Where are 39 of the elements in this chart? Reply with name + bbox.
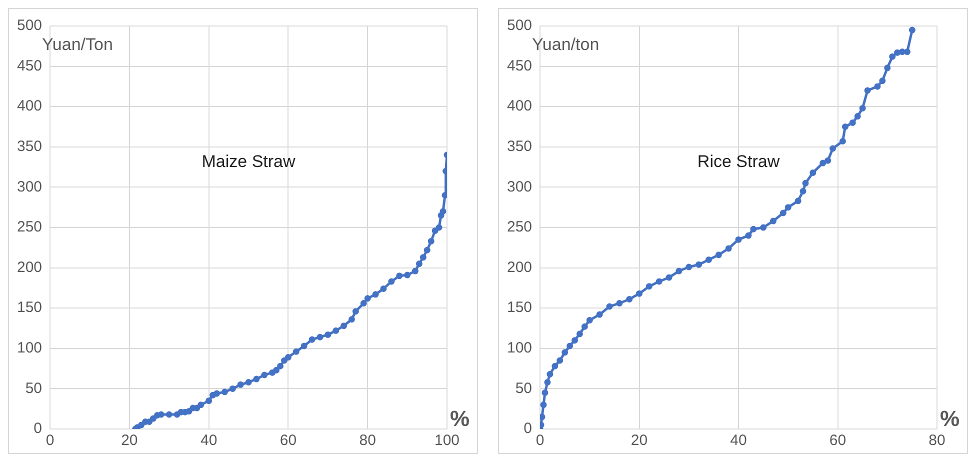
y-tick-label: 0 bbox=[524, 420, 532, 438]
y-tick-label: 50 bbox=[25, 380, 42, 397]
x-tick-label: 40 bbox=[200, 432, 218, 450]
y-tick-label: 200 bbox=[506, 258, 532, 276]
y-axis-title: Yuan/Ton bbox=[42, 35, 113, 54]
annotation: Maize Straw bbox=[202, 152, 296, 172]
x-tick-label: 40 bbox=[730, 432, 747, 450]
y-tick-label: 200 bbox=[16, 258, 42, 276]
y-tick-label: 350 bbox=[506, 138, 532, 156]
y-tick-label: 150 bbox=[506, 299, 532, 316]
x-tick-label: 0 bbox=[536, 432, 544, 450]
y-tick-label: 300 bbox=[16, 178, 42, 196]
x-tick-label: 20 bbox=[121, 432, 138, 450]
y-tick-label: 0 bbox=[34, 420, 42, 438]
y-tick-label: 100 bbox=[506, 340, 532, 357]
x-axis-title: % bbox=[940, 406, 960, 431]
y-tick-label: 400 bbox=[16, 98, 42, 115]
x-axis-title: % bbox=[450, 406, 470, 431]
y-tick-label: 500 bbox=[506, 17, 532, 34]
y-tick-label: 150 bbox=[16, 299, 42, 316]
x-tick-label: 60 bbox=[280, 432, 297, 450]
x-tick-label: 0 bbox=[46, 432, 54, 450]
x-tick-label: 80 bbox=[359, 432, 376, 450]
y-tick-label: 100 bbox=[16, 340, 42, 357]
y-tick-label: 50 bbox=[515, 380, 532, 397]
x-tick-label: 100 bbox=[434, 432, 460, 450]
y-tick-label: 450 bbox=[16, 57, 42, 74]
y-axis-title: Yuan/ton bbox=[532, 35, 600, 54]
y-tick-label: 450 bbox=[506, 57, 532, 74]
x-tick-label: 80 bbox=[928, 432, 946, 450]
y-tick-label: 400 bbox=[506, 98, 532, 115]
x-tick-label: 60 bbox=[829, 432, 846, 450]
annotation: Rice Straw bbox=[697, 152, 780, 172]
y-tick-label: 300 bbox=[506, 178, 532, 196]
y-tick-label: 250 bbox=[16, 218, 42, 236]
y-tick-label: 250 bbox=[506, 218, 532, 236]
y-tick-label: 500 bbox=[16, 17, 42, 34]
x-tick-label: 20 bbox=[630, 432, 648, 450]
y-tick-label: 350 bbox=[16, 138, 42, 156]
